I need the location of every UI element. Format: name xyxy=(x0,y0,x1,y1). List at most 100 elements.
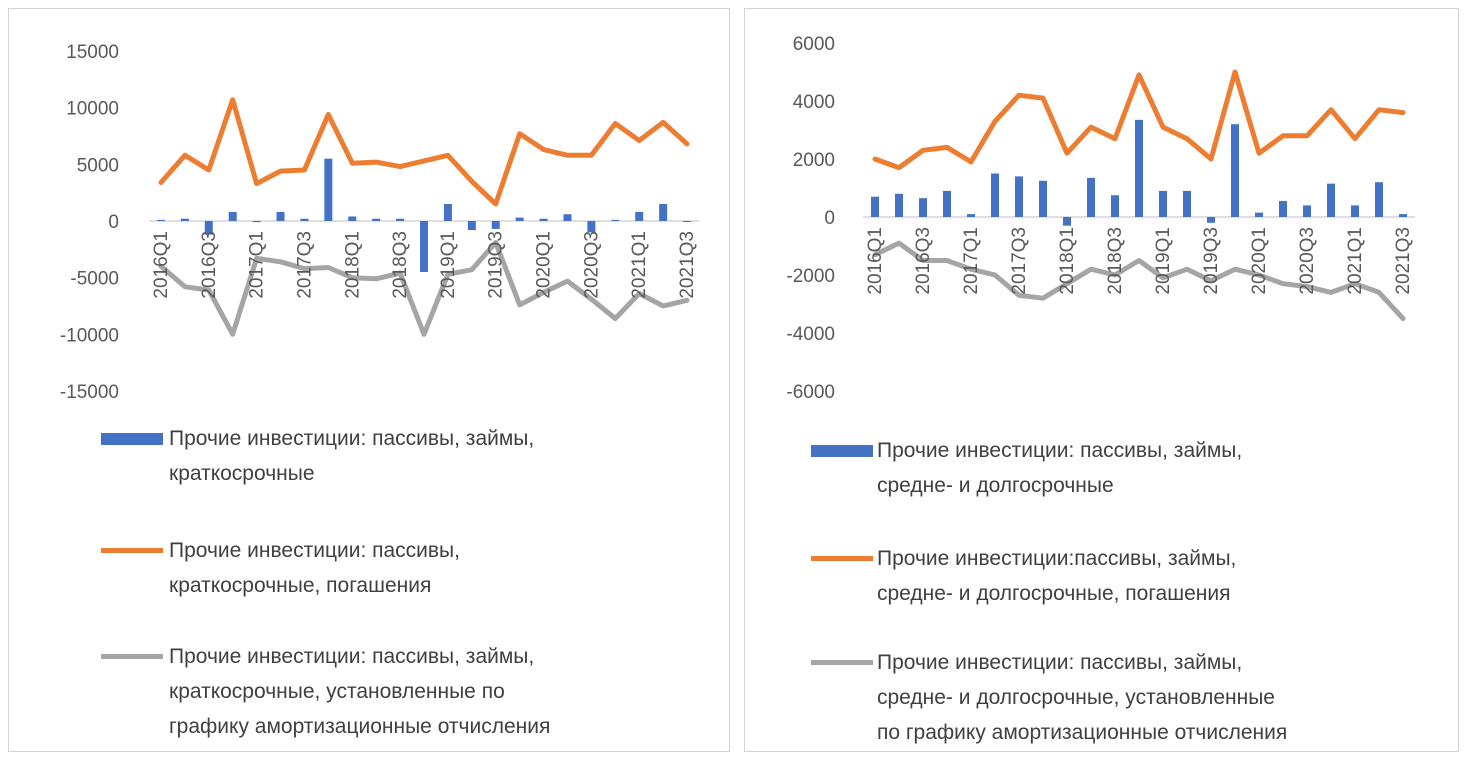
bar xyxy=(228,211,237,221)
legend-item: Прочие инвестиции: пассивы, займы, средне… xyxy=(811,433,1242,503)
bar xyxy=(1207,217,1215,223)
bar xyxy=(967,214,975,217)
bar xyxy=(467,221,476,231)
legend-label-line: средне- и долгосрочные, погашения xyxy=(877,582,1231,605)
bar xyxy=(1303,205,1311,217)
x-tick-label: 2018Q1 xyxy=(1057,227,1078,295)
legend-bar-swatch xyxy=(811,445,873,457)
legend-label-line: Прочие инвестиции: пассивы, xyxy=(169,539,460,562)
bar xyxy=(1231,124,1239,217)
y-tick-label: -5000 xyxy=(70,269,119,290)
legend-label-line: краткосрочные, установленные по xyxy=(169,680,505,703)
bar xyxy=(1327,183,1335,217)
legend-label-line: краткосрочные, погашения xyxy=(169,574,432,597)
bar xyxy=(1087,177,1095,217)
legend-line-swatch xyxy=(101,548,163,553)
bar xyxy=(204,221,213,235)
x-tick-label: 2020Q1 xyxy=(1249,227,1270,295)
y-tick-label: 6000 xyxy=(793,34,835,55)
legend-label-line: графику амортизационные отчисления xyxy=(169,715,551,738)
legend-bar-swatch xyxy=(101,433,163,445)
y-tick-label: 4000 xyxy=(793,92,835,113)
y-tick-label: -15000 xyxy=(60,382,119,403)
bar xyxy=(659,204,668,221)
bar xyxy=(1159,190,1167,217)
x-tick-label: 2021Q1 xyxy=(629,231,650,299)
legend-line-swatch xyxy=(101,654,163,659)
x-tick-label: 2016Q1 xyxy=(865,227,886,295)
legend-label-line: по графику амортизационные отчисления xyxy=(877,721,1288,744)
x-tick-label: 2020Q3 xyxy=(581,231,602,299)
bar xyxy=(156,219,165,221)
bar xyxy=(252,221,261,223)
bar xyxy=(1111,195,1119,217)
y-tick-label: 10000 xyxy=(66,99,119,120)
legend-line-swatch xyxy=(811,660,873,665)
x-tick-label: 2020Q3 xyxy=(1297,227,1318,295)
x-tick-label: 2017Q3 xyxy=(294,231,315,299)
legend-label-line: Прочие инвестиции:пассивы, займы, xyxy=(877,547,1237,570)
series-line-amortization xyxy=(158,240,690,337)
chart-panel-left: 15000 10000 5000 0 -5000 -10000 -15000 2016Q1 20… xyxy=(8,8,730,752)
legend-label-line: Прочие инвестиции: пассивы, займы, xyxy=(877,439,1243,462)
x-tick-label: 2021Q3 xyxy=(677,231,698,299)
bar xyxy=(515,217,524,221)
x-tick-label: 2019Q1 xyxy=(438,231,459,299)
bar xyxy=(443,204,452,221)
legend-label: Прочие инвестиции: пассивы, займы, кратко… xyxy=(169,421,534,491)
x-tick-label: 2020Q1 xyxy=(534,231,555,299)
legend-label-line: Прочие инвестиции: пассивы, займы, xyxy=(877,651,1243,674)
x-tick-label: 2019Q3 xyxy=(1201,227,1222,295)
bar xyxy=(276,211,285,221)
x-tick-label: 2018Q3 xyxy=(1105,227,1126,295)
legend-label-line: средне- и долгосрочные xyxy=(877,474,1114,497)
bar xyxy=(396,218,405,221)
legend-label: Прочие инвестиции: пассивы, краткосрочные… xyxy=(169,533,460,603)
x-tick-label: 2019Q3 xyxy=(486,231,507,299)
bar xyxy=(919,198,927,217)
bar xyxy=(1279,201,1287,217)
bar xyxy=(491,221,500,229)
bar xyxy=(991,173,999,217)
bar xyxy=(895,193,903,217)
legend-label-line: Прочие инвестиции: пассивы, займы, xyxy=(169,645,535,668)
y-tick-label: 15000 xyxy=(66,42,119,63)
legend-label-line: краткосрочные xyxy=(169,462,315,485)
y-tick-label: 5000 xyxy=(77,155,119,176)
bar xyxy=(372,218,381,221)
bar xyxy=(1039,180,1047,217)
x-tick-label: 2016Q3 xyxy=(199,231,220,299)
legend-label: Прочие инвестиции: пассивы, займы, средне… xyxy=(877,433,1242,503)
y-tick-label: -10000 xyxy=(60,325,119,346)
bar xyxy=(683,221,692,222)
y-tick-label: -2000 xyxy=(786,266,835,287)
legend-item: Прочие инвестиции:пассивы, займы, средне-… xyxy=(811,541,1236,611)
legend-line-swatch xyxy=(811,556,873,561)
series-line-amortization xyxy=(872,240,1406,321)
x-tick-label: 2017Q3 xyxy=(1009,227,1030,295)
bar xyxy=(611,219,620,221)
legend-label: Прочие инвестиции: пассивы, займы, средне… xyxy=(877,645,1287,750)
y-tick-label: 2000 xyxy=(793,150,835,171)
bar xyxy=(1375,182,1383,217)
chart-left: 15000 10000 5000 0 -5000 -10000 -15000 2016Q1 20… xyxy=(60,42,699,403)
bar xyxy=(1135,119,1143,217)
bar xyxy=(1183,190,1191,217)
x-tick-label: 2021Q1 xyxy=(1345,227,1366,295)
bar xyxy=(871,196,879,217)
chart-right: 6000 4000 2000 0 -2000 -4000 -6000 2016Q1 2016Q3… xyxy=(786,34,1415,403)
legend-label-line: Прочие инвестиции: пассивы, займы, xyxy=(169,427,535,450)
x-tick-label: 2018Q3 xyxy=(390,231,411,299)
bar xyxy=(420,221,428,272)
bar xyxy=(1399,214,1407,217)
legend-label: Прочие инвестиции: пассивы, займы, кратко… xyxy=(169,639,550,744)
x-tick-label: 2019Q1 xyxy=(1153,227,1174,295)
x-tick-label: 2018Q1 xyxy=(342,231,363,299)
bar xyxy=(587,221,596,233)
x-tick-label: 2021Q3 xyxy=(1393,227,1414,295)
legend-item: Прочие инвестиции: пассивы, займы, кратко… xyxy=(101,639,550,744)
legend-label: Прочие инвестиции:пассивы, займы, средне-… xyxy=(877,541,1236,611)
chart-panel-right: 6000 4000 2000 0 -2000 -4000 -6000 2016Q1 2016Q3… xyxy=(744,8,1459,752)
x-tick-label: 2017Q1 xyxy=(247,231,268,299)
bar xyxy=(563,214,572,221)
